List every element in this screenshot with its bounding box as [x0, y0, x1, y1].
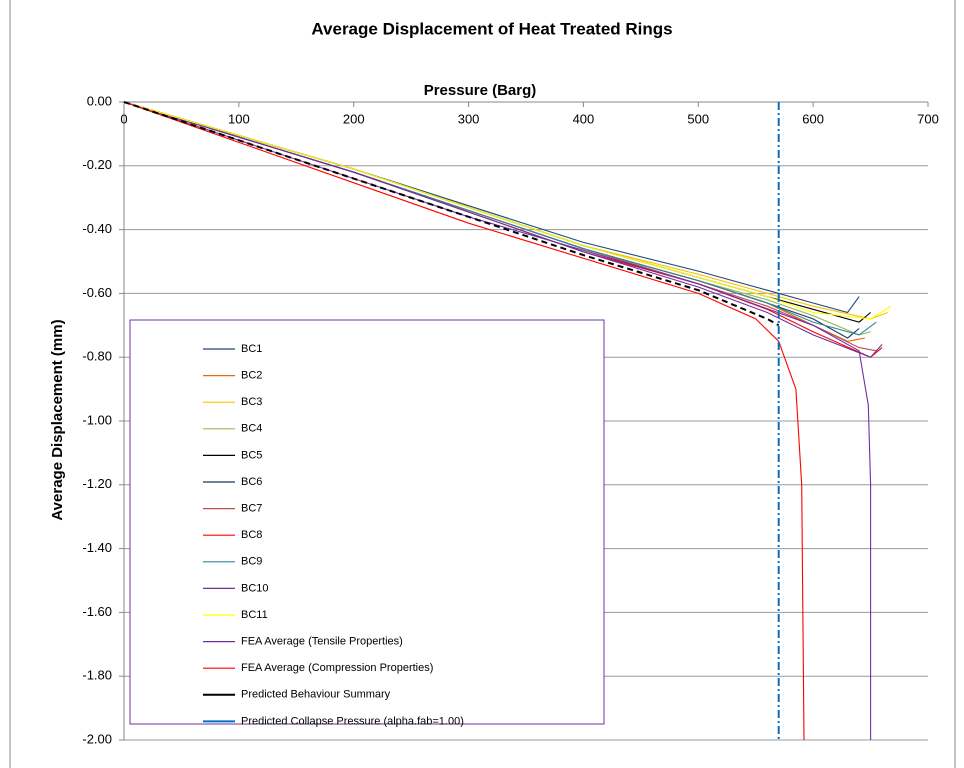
y-axis-title: Average Displacement (mm) [49, 319, 66, 520]
x-tick-label: 600 [802, 111, 824, 126]
legend-label: BC6 [241, 476, 262, 488]
legend-label: BC7 [241, 503, 262, 515]
x-tick-label: 100 [228, 111, 250, 126]
legend-label: BC2 [241, 370, 262, 382]
legend-label: Predicted Collapse Pressure (alpha.fab=1… [241, 715, 464, 727]
y-tick-label: -1.20 [82, 476, 112, 491]
legend-label: BC4 [241, 423, 262, 435]
series-line [123, 101, 883, 358]
series-line [123, 101, 805, 741]
legend-label: BC8 [241, 529, 262, 541]
x-tick-label: 300 [458, 111, 480, 126]
series-line [123, 101, 872, 740]
legend-label: BC1 [241, 343, 262, 355]
series-line [123, 101, 892, 320]
y-tick-label: -1.80 [82, 668, 112, 683]
legend-label: FEA Average (Tensile Properties) [241, 636, 403, 648]
legend-label: FEA Average (Compression Properties) [241, 662, 433, 674]
y-tick-label: -0.60 [82, 285, 112, 300]
chart-title: Average Displacement of Heat Treated Rin… [311, 19, 672, 38]
y-tick-label: -1.40 [82, 540, 112, 555]
y-tick-label: -0.80 [82, 349, 112, 364]
legend-box [129, 319, 605, 725]
x-tick-label: 0 [120, 111, 127, 126]
y-tick-label: -1.00 [82, 412, 112, 427]
x-tick-label: 700 [917, 111, 939, 126]
legend-label: Predicted Behaviour Summary [241, 689, 391, 701]
legend-label: BC3 [241, 396, 262, 408]
series-line [123, 101, 780, 327]
x-tick-label: 500 [687, 111, 709, 126]
y-tick-label: -1.60 [82, 604, 112, 619]
x-tick-label: 400 [573, 111, 595, 126]
legend-label: BC9 [241, 556, 262, 568]
legend-label: BC5 [241, 449, 262, 461]
y-tick-label: 0.00 [87, 93, 112, 108]
legend-label: BC11 [241, 609, 268, 621]
legend-label: BC10 [241, 582, 269, 594]
y-tick-label: -0.40 [82, 221, 112, 236]
x-axis-title: Pressure (Barg) [424, 82, 537, 99]
y-tick-label: -0.20 [82, 157, 112, 172]
y-tick-label: -2.00 [82, 731, 112, 746]
x-tick-label: 200 [343, 111, 365, 126]
